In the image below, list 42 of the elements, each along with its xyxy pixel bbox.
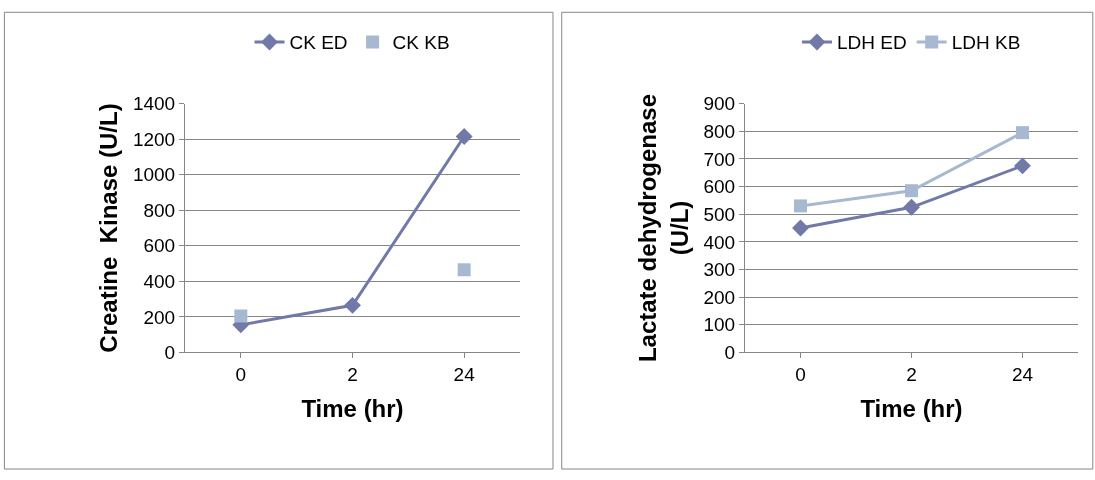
y-tick-label: 600 (703, 176, 736, 198)
x-tick-label: 2 (906, 364, 917, 386)
y-tick-label: 1200 (132, 128, 176, 150)
y-tick-label: 800 (703, 120, 736, 142)
y-tick-label: 1400 (132, 93, 176, 115)
y-tick-label: 800 (143, 199, 176, 221)
x-axis-title: Time (hr) (860, 394, 963, 422)
legend-label: LDH KB (951, 32, 1021, 54)
point (344, 296, 361, 314)
point (457, 263, 471, 277)
point (455, 128, 473, 145)
y-tick-label: 500 (703, 203, 736, 225)
y-tick-label: 600 (143, 235, 176, 257)
x-tick-label: 24 (453, 364, 476, 386)
y-axis-title: Creatine Kinase (U/L) (95, 103, 123, 353)
y-axis-title: Lactate dehydrogenase (U/L) (634, 93, 693, 363)
point (1014, 157, 1031, 175)
y-tick-label: 100 (703, 314, 736, 336)
y-tick-label: 0 (164, 342, 176, 364)
y-tick-label: 900 (703, 93, 736, 115)
point (234, 309, 248, 323)
x-tick-label: 2 (347, 364, 358, 386)
y-tick-label: 200 (143, 306, 176, 328)
y-tick-label: 1000 (132, 164, 176, 186)
legend-label: CK KB (392, 32, 450, 54)
point (1016, 126, 1029, 140)
x-axis-title: Time (hr) (301, 394, 404, 422)
legend-label: CK ED (289, 32, 348, 54)
point (794, 199, 807, 213)
point (792, 219, 809, 237)
y-tick-label: 400 (143, 270, 176, 292)
x-tick-label: 0 (795, 364, 806, 386)
y-tick-label: 700 (703, 148, 736, 170)
x-tick-label: 0 (235, 364, 247, 386)
x-tick-label: 24 (1011, 364, 1034, 386)
y-tick-label: 400 (703, 231, 736, 253)
y-tick-label: 200 (703, 286, 736, 308)
point (903, 198, 920, 216)
legend-label: LDH ED (837, 32, 907, 54)
y-tick-label: 0 (724, 342, 736, 364)
point (905, 184, 918, 198)
y-tick-label: 300 (703, 259, 736, 281)
